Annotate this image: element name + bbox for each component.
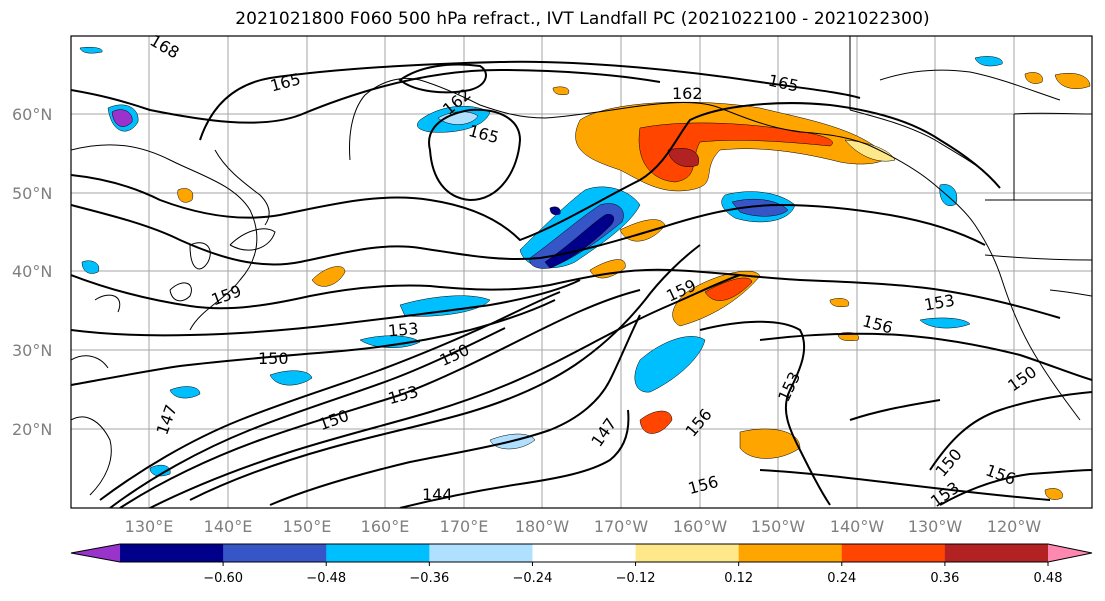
lon-label: 160°E — [361, 517, 410, 536]
coastlines — [71, 36, 1092, 496]
colorbar: −0.60 −0.48 −0.36 −0.24 −0.12 0.12 0.24 0.36 0.4… — [70, 543, 1093, 586]
lat-label: 30°N — [12, 341, 52, 360]
lat-label: 20°N — [12, 420, 52, 439]
colorbar-outline — [70, 543, 1093, 563]
colorbar-tick-label: 0.36 — [930, 571, 959, 586]
colorbar-segment — [326, 544, 430, 562]
colorbar-tick-label: 0.24 — [827, 571, 856, 586]
colorbar-segment — [635, 544, 740, 562]
negative-anomaly-shading — [79, 46, 1003, 477]
colorbar-segment — [532, 544, 637, 562]
colorbar-tick-label: −0.48 — [306, 571, 346, 586]
colorbar-extend-high — [1048, 544, 1092, 562]
lon-label: 130°W — [908, 517, 963, 536]
colorbar-tick-label: −0.36 — [409, 571, 449, 586]
lon-label: 120°W — [987, 517, 1042, 536]
lon-label: 150°W — [751, 517, 806, 536]
lat-label: 60°N — [12, 105, 52, 124]
map-plot-area — [71, 36, 1092, 508]
contour-label: 153 — [387, 319, 419, 341]
lon-label: 180°W — [515, 517, 570, 536]
lon-label: 150°E — [283, 517, 332, 536]
colorbar-tick-label: −0.24 — [513, 571, 553, 586]
lon-label: 140°W — [830, 517, 885, 536]
colorbar-segment — [120, 544, 224, 562]
colorbar-tick-label: 0.48 — [1034, 571, 1063, 586]
colorbar-extend-low — [71, 544, 120, 562]
colorbar-segment — [738, 544, 843, 562]
contour-label: 162 — [672, 84, 703, 103]
colorbar-segment — [841, 544, 946, 562]
lon-label: 170°E — [440, 517, 489, 536]
lon-label: 130°E — [125, 517, 174, 536]
lon-label: 140°E — [204, 517, 253, 536]
map-title: 2021021800 F060 500 hPa refract., IVT La… — [235, 9, 930, 29]
lon-label: 160°W — [673, 517, 728, 536]
lat-label: 40°N — [12, 262, 52, 281]
colorbar-segment — [223, 544, 327, 562]
lon-label: 170°W — [594, 517, 649, 536]
longitude-labels: 130°E 140°E 150°E 160°E 170°E 180°W 170°… — [125, 517, 1042, 536]
latitude-labels: 60°N 50°N 40°N 30°N 20°N — [12, 105, 52, 439]
colorbar-tick-label: −0.60 — [203, 571, 243, 586]
colorbar-tick-label: −0.12 — [616, 571, 656, 586]
contour-label: 150 — [258, 349, 289, 368]
lat-label: 50°N — [12, 184, 52, 203]
colorbar-segment — [429, 544, 533, 562]
refractivity-contours — [71, 60, 1092, 508]
plot-frame — [70, 35, 1093, 509]
colorbar-tick-label: 0.12 — [724, 571, 753, 586]
contour-label: 144 — [422, 485, 453, 504]
colorbar-segment — [944, 544, 1049, 562]
